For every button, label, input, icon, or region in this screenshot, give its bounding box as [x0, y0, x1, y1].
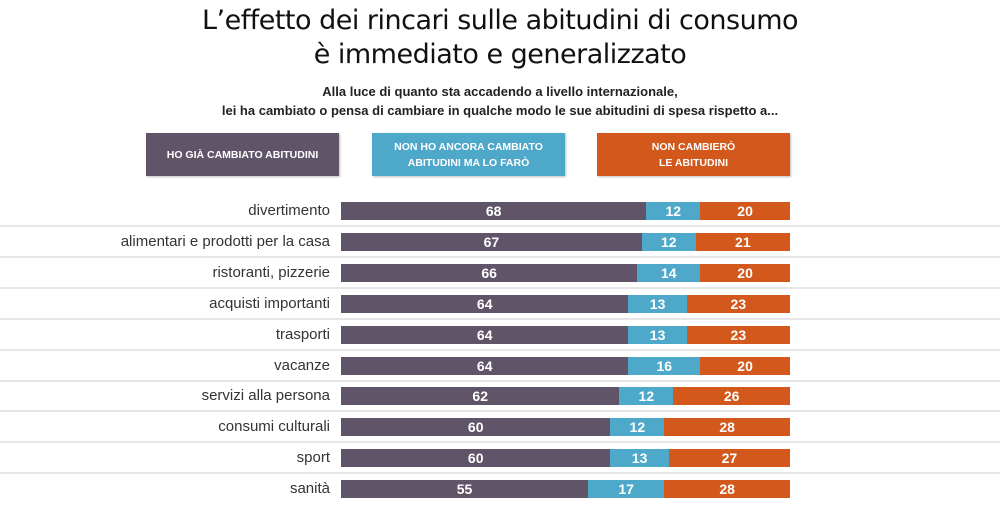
category-label: consumi culturali	[218, 418, 330, 435]
bar-segment-already-changed: 66	[341, 264, 638, 282]
legend-item-already-changed: HO GIÀ CAMBIATO ABITUDINI	[146, 133, 339, 176]
bar-segment-will-not-change: 28	[664, 418, 790, 436]
data-label: 60	[467, 450, 484, 466]
data-label: 12	[638, 388, 655, 404]
category-label: trasporti	[275, 326, 330, 343]
row-separator	[0, 287, 1000, 289]
data-label: 20	[737, 203, 753, 219]
bar-segment-will-not-change: 20	[700, 264, 790, 282]
subtitle-line-1: Alla luce di quanto sta accadendo a live…	[322, 84, 678, 99]
row-separator	[0, 318, 1000, 320]
data-label: 16	[656, 358, 673, 374]
bar-segment-already-changed: 60	[341, 449, 611, 467]
data-label: 20	[737, 358, 753, 374]
bar-segment-will-change: 17	[588, 480, 665, 498]
data-label: 28	[719, 419, 735, 435]
title-line-2: è immediato e generalizzato	[313, 39, 687, 70]
data-label: 17	[618, 481, 634, 497]
data-label: 23	[730, 296, 747, 312]
bar-segment-already-changed: 64	[341, 326, 629, 344]
bar-segment-will-change: 12	[619, 387, 674, 405]
row-separator	[0, 410, 1000, 412]
bar-segment-will-change: 16	[628, 357, 701, 375]
chart-subtitle: Alla luce di quanto sta accadendo a live…	[0, 82, 1000, 120]
legend-item-will-not-change: NON CAMBIERÒ LE ABITUDINI	[597, 133, 790, 176]
data-label: 21	[735, 234, 751, 250]
data-label: 13	[631, 450, 648, 466]
data-label: 55	[456, 481, 473, 497]
data-label: 64	[476, 358, 493, 374]
bar-segment-will-not-change: 20	[700, 202, 790, 220]
category-label: ristoranti, pizzerie	[212, 264, 330, 281]
bar-segment-will-not-change: 26	[673, 387, 790, 405]
bar-segment-will-not-change: 20	[700, 357, 790, 375]
row-separator	[0, 225, 1000, 227]
data-label: 13	[649, 327, 666, 343]
legend-item-will-change: NON HO ANCORA CAMBIATO ABITUDINI MA LO F…	[372, 133, 565, 176]
data-label: 26	[723, 388, 740, 404]
data-label: 64	[476, 296, 493, 312]
data-label: 12	[660, 234, 677, 250]
category-label: acquisti importanti	[209, 295, 330, 312]
data-label: 23	[730, 327, 747, 343]
data-label: 28	[719, 481, 735, 497]
bar-segment-already-changed: 64	[341, 357, 629, 375]
data-label: 68	[485, 203, 502, 219]
row-separator	[0, 349, 1000, 351]
row-separator	[0, 472, 1000, 474]
bar-segment-already-changed: 60	[341, 418, 611, 436]
bar-segment-will-change: 14	[637, 264, 701, 282]
data-label: 27	[721, 450, 738, 466]
category-label: servizi alla persona	[201, 387, 330, 404]
data-label: 12	[665, 203, 682, 219]
subtitle-line-2: lei ha cambiato o pensa di cambiare in q…	[221, 103, 779, 118]
bar-segment-will-not-change: 28	[664, 480, 790, 498]
title-line-1: L’effetto dei rincari sulle abitudini di…	[201, 5, 799, 36]
data-label: 60	[467, 419, 484, 435]
bar-segment-will-not-change: 21	[695, 233, 790, 251]
row-separator	[0, 380, 1000, 382]
bar-segment-already-changed: 64	[341, 295, 629, 313]
bar-segment-already-changed: 55	[341, 480, 588, 498]
row-separator	[0, 256, 1000, 258]
row-separator	[0, 441, 1000, 443]
data-label: 20	[737, 265, 753, 281]
bar-segment-will-change: 12	[646, 202, 701, 220]
category-label: vacanze	[274, 357, 330, 374]
bar-segment-will-change: 12	[641, 233, 696, 251]
category-label: sanità	[289, 480, 330, 497]
category-label: alimentari e prodotti per la casa	[120, 233, 330, 250]
category-label: sport	[296, 449, 330, 466]
bar-segment-will-not-change: 23	[686, 295, 790, 313]
data-label: 12	[629, 419, 646, 435]
data-label: 67	[483, 234, 500, 250]
data-label: 64	[476, 327, 493, 343]
data-label: 14	[660, 265, 677, 281]
chart-title: L’effetto dei rincari sulle abitudini di…	[0, 4, 1000, 72]
data-label: 13	[649, 296, 666, 312]
category-label: divertimento	[248, 202, 330, 219]
data-label: 62	[472, 388, 488, 404]
bar-segment-will-change: 13	[628, 295, 687, 313]
bar-segment-will-change: 13	[628, 326, 687, 344]
bar-segment-already-changed: 68	[341, 202, 647, 220]
bar-segment-will-change: 12	[610, 418, 665, 436]
bar-segment-will-not-change: 27	[668, 449, 790, 467]
data-label: 66	[481, 265, 497, 281]
bar-segment-already-changed: 67	[341, 233, 642, 251]
bar-segment-will-change: 13	[610, 449, 669, 467]
bar-segment-already-changed: 62	[341, 387, 620, 405]
bar-segment-will-not-change: 23	[686, 326, 790, 344]
